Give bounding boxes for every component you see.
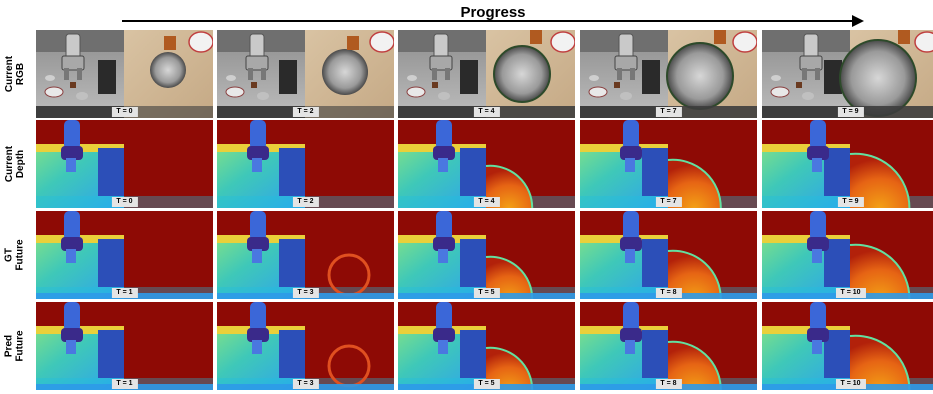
depth-map bbox=[36, 302, 213, 390]
timestep-label: T = 1 bbox=[111, 379, 138, 389]
progress-label: Progress bbox=[460, 4, 526, 21]
rgb-tile: T = 2 bbox=[217, 30, 394, 118]
timestep-label: T = 4 bbox=[473, 107, 500, 117]
depth-tile: T = 10 bbox=[762, 302, 933, 390]
depth-tile: T = 3 bbox=[217, 211, 394, 299]
timestep-label: T = 2 bbox=[292, 197, 319, 207]
depth-map bbox=[217, 302, 394, 390]
depth-tile: T = 1 bbox=[36, 211, 213, 299]
depth-tile: T = 5 bbox=[398, 302, 575, 390]
rgb-tile: T = 4 bbox=[398, 30, 575, 118]
rgb-image bbox=[217, 30, 394, 118]
row-label-text: Current RGB bbox=[4, 55, 26, 93]
timestep-label: T = 0 bbox=[111, 197, 138, 207]
timestep-label: T = 1 bbox=[111, 288, 138, 298]
timestep-label: T = 4 bbox=[473, 197, 500, 207]
timestep-label: T = 3 bbox=[292, 288, 319, 298]
depth-tile: T = 8 bbox=[580, 302, 757, 390]
depth-tile: T = 9 bbox=[762, 120, 933, 208]
depth-tile: T = 10 bbox=[762, 211, 933, 299]
depth-map bbox=[398, 120, 575, 208]
rgb-image bbox=[762, 30, 933, 118]
timestep-label: T = 9 bbox=[837, 197, 864, 207]
timestep-label: T = 7 bbox=[655, 107, 682, 117]
row-label: Current Depth bbox=[0, 120, 30, 208]
rgb-image bbox=[36, 30, 213, 118]
row-label: Pred Future bbox=[0, 302, 30, 390]
timestep-label: T = 0 bbox=[111, 107, 138, 117]
depth-map bbox=[580, 302, 757, 390]
timestep-label: T = 2 bbox=[292, 107, 319, 117]
row-label: Current RGB bbox=[0, 30, 30, 118]
depth-map bbox=[762, 120, 933, 208]
timestep-label: T = 8 bbox=[655, 379, 682, 389]
rgb-tile: T = 0 bbox=[36, 30, 213, 118]
depth-map bbox=[762, 302, 933, 390]
progress-arrow-head bbox=[852, 15, 864, 27]
depth-tile: T = 3 bbox=[217, 302, 394, 390]
row-label-text: GT Future bbox=[4, 239, 27, 271]
rgb-tile: T = 9 bbox=[762, 30, 933, 118]
timestep-label: T = 10 bbox=[835, 288, 866, 298]
progress-arrow-line bbox=[122, 20, 854, 22]
depth-map bbox=[580, 211, 757, 299]
depth-tile: T = 4 bbox=[398, 120, 575, 208]
depth-map bbox=[398, 302, 575, 390]
depth-tile: T = 8 bbox=[580, 211, 757, 299]
timestep-label: T = 7 bbox=[655, 197, 682, 207]
rgb-image bbox=[398, 30, 575, 118]
row-label-text: Pred Future bbox=[4, 330, 27, 362]
row-label-text: Current Depth bbox=[4, 145, 26, 183]
depth-map bbox=[217, 120, 394, 208]
progress-arrow: Progress bbox=[122, 2, 864, 27]
depth-map bbox=[762, 211, 933, 299]
depth-tile: T = 0 bbox=[36, 120, 213, 208]
rgb-image bbox=[580, 30, 757, 118]
depth-tile: T = 5 bbox=[398, 211, 575, 299]
timestep-label: T = 8 bbox=[655, 288, 682, 298]
depth-tile: T = 2 bbox=[217, 120, 394, 208]
depth-map bbox=[217, 211, 394, 299]
timestep-label: T = 3 bbox=[292, 379, 319, 389]
depth-tile: T = 1 bbox=[36, 302, 213, 390]
depth-map bbox=[36, 211, 213, 299]
timestep-label: T = 5 bbox=[473, 288, 500, 298]
timestep-label: T = 5 bbox=[473, 379, 500, 389]
timestep-label: T = 10 bbox=[835, 379, 866, 389]
depth-map bbox=[36, 120, 213, 208]
timestep-label: T = 9 bbox=[837, 107, 864, 117]
rgb-tile: T = 7 bbox=[580, 30, 757, 118]
row-label: GT Future bbox=[0, 211, 30, 299]
depth-map bbox=[580, 120, 757, 208]
depth-tile: T = 7 bbox=[580, 120, 757, 208]
depth-map bbox=[398, 211, 575, 299]
